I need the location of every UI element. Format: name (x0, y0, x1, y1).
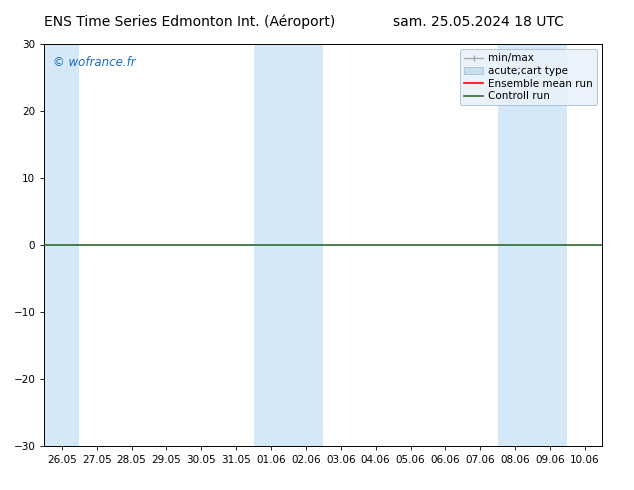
Text: sam. 25.05.2024 18 UTC: sam. 25.05.2024 18 UTC (393, 15, 564, 29)
Bar (44, 44, 79, 446)
Bar (498, 44, 533, 446)
Bar (288, 44, 323, 446)
Bar (254, 44, 288, 446)
Text: © wofrance.fr: © wofrance.fr (53, 56, 136, 69)
Legend: min/max, acute;cart type, Ensemble mean run, Controll run: min/max, acute;cart type, Ensemble mean … (460, 49, 597, 105)
Bar (533, 44, 567, 446)
Text: ENS Time Series Edmonton Int. (Aéroport): ENS Time Series Edmonton Int. (Aéroport) (44, 15, 335, 29)
